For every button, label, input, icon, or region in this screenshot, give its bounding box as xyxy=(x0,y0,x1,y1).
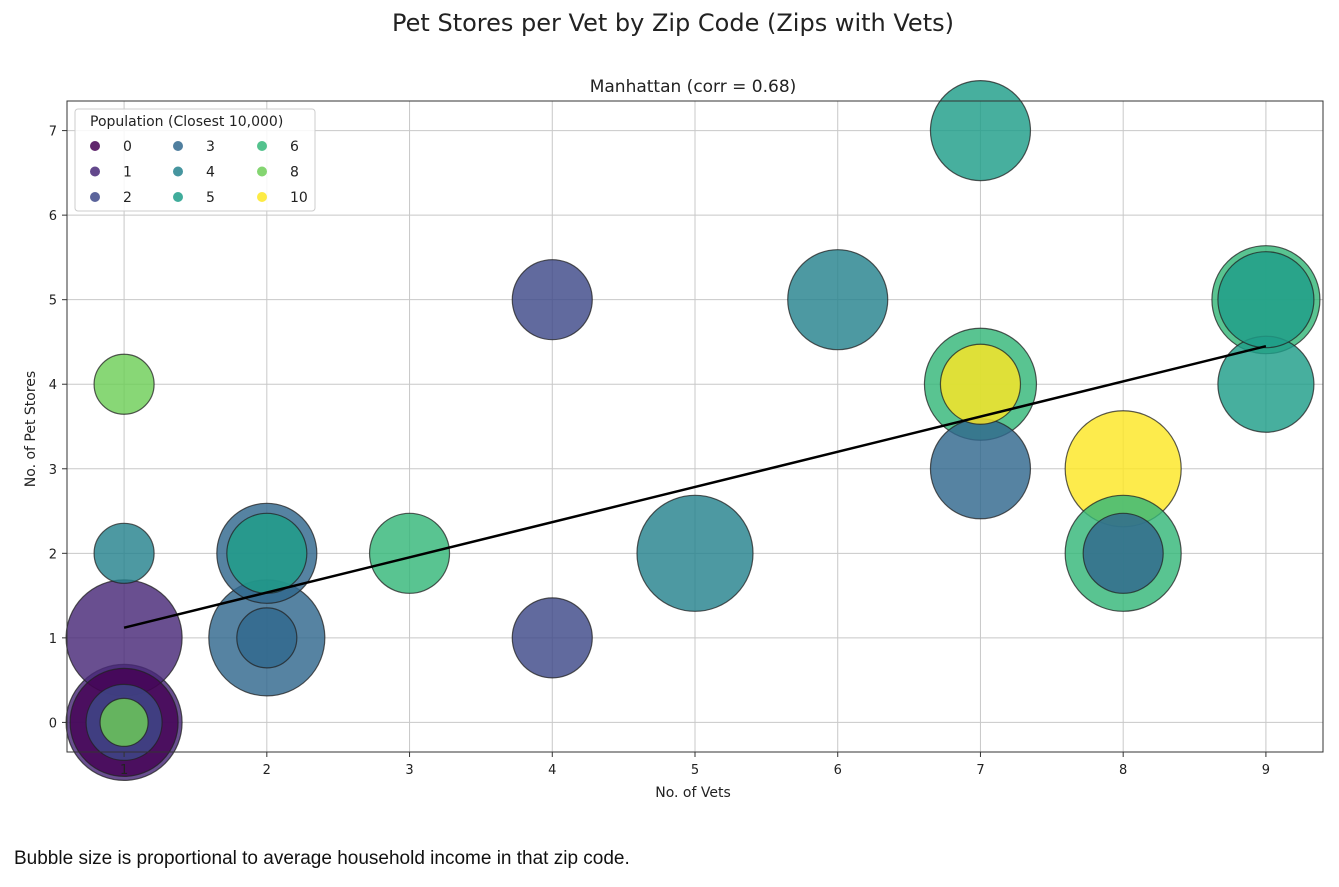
legend-marker xyxy=(90,141,100,151)
legend-title: Population (Closest 10,000) xyxy=(90,114,283,130)
legend-label: 2 xyxy=(123,190,132,206)
legend-label: 10 xyxy=(290,190,308,206)
y-tick-label: 5 xyxy=(49,294,57,309)
bubble-point xyxy=(368,512,451,594)
legend-box xyxy=(74,108,316,212)
bubbles xyxy=(65,79,1321,782)
x-tick-label: 1 xyxy=(120,763,128,778)
legend-label: 3 xyxy=(206,139,215,155)
bubble-point xyxy=(1217,251,1315,349)
bubble-point xyxy=(226,512,308,594)
legend-label: 0 xyxy=(123,139,132,155)
x-tick-label: 4 xyxy=(548,763,556,778)
bubble-point xyxy=(929,79,1032,182)
y-tick-label: 3 xyxy=(49,463,57,478)
y-tick-label: 2 xyxy=(49,547,57,562)
x-tick-label: 9 xyxy=(1262,763,1270,778)
bubble-point xyxy=(636,494,754,612)
legend-marker xyxy=(173,192,183,202)
legend-label: 1 xyxy=(123,165,132,181)
legend-marker xyxy=(257,192,267,202)
y-tick-label: 0 xyxy=(49,716,57,731)
legend-label: 5 xyxy=(206,190,215,206)
legend-marker xyxy=(90,192,100,202)
x-tick-label: 5 xyxy=(691,763,699,778)
legend-marker xyxy=(173,141,183,151)
y-tick-label: 7 xyxy=(49,125,57,140)
legend: Population (Closest 10,000) 0 1 2 3 4 5 6 8 10 xyxy=(74,108,316,212)
x-tick-label: 3 xyxy=(405,763,413,778)
legend-label: 8 xyxy=(290,165,299,181)
y-tick-label: 6 xyxy=(49,209,57,224)
bubble-point xyxy=(93,353,155,415)
trendline xyxy=(123,344,1267,629)
x-tick-label: 7 xyxy=(976,763,984,778)
bubble-point xyxy=(1082,512,1164,594)
bubble-point xyxy=(236,607,298,669)
y-axis-label: No. of Pet Stores xyxy=(23,371,39,487)
legend-label: 6 xyxy=(290,139,299,155)
figure-title: Pet Stores per Vet by Zip Code (Zips wit… xyxy=(392,9,954,37)
bubble-point xyxy=(787,249,889,351)
chart-caption: Bubble size is proportional to average h… xyxy=(14,848,630,869)
legend-label: 4 xyxy=(206,165,215,181)
bubble-point xyxy=(511,597,593,679)
y-tick-label: 1 xyxy=(49,632,57,647)
trendline-group xyxy=(123,344,1267,629)
x-tick-label: 2 xyxy=(263,763,271,778)
bubble-point xyxy=(929,418,1032,520)
y-tick-label: 4 xyxy=(49,378,57,393)
legend-marker xyxy=(90,166,100,177)
legend-marker xyxy=(257,141,267,151)
legend-marker xyxy=(173,166,183,177)
x-tick-label: 8 xyxy=(1119,763,1127,778)
x-axis-label: No. of Vets xyxy=(655,785,731,801)
x-tick-label: 6 xyxy=(834,763,842,778)
axes-title: Manhattan (corr = 0.68) xyxy=(590,77,797,97)
bubble-point xyxy=(99,697,149,748)
axis-ticks: 1 2 3 4 5 6 7 8 9 0 1 2 3 4 5 6 7 xyxy=(49,125,1270,778)
bubble-point xyxy=(511,259,593,341)
bubble-point xyxy=(939,343,1022,425)
bubble-point xyxy=(93,522,155,584)
bubble-point xyxy=(1217,335,1315,433)
legend-marker xyxy=(257,166,267,177)
